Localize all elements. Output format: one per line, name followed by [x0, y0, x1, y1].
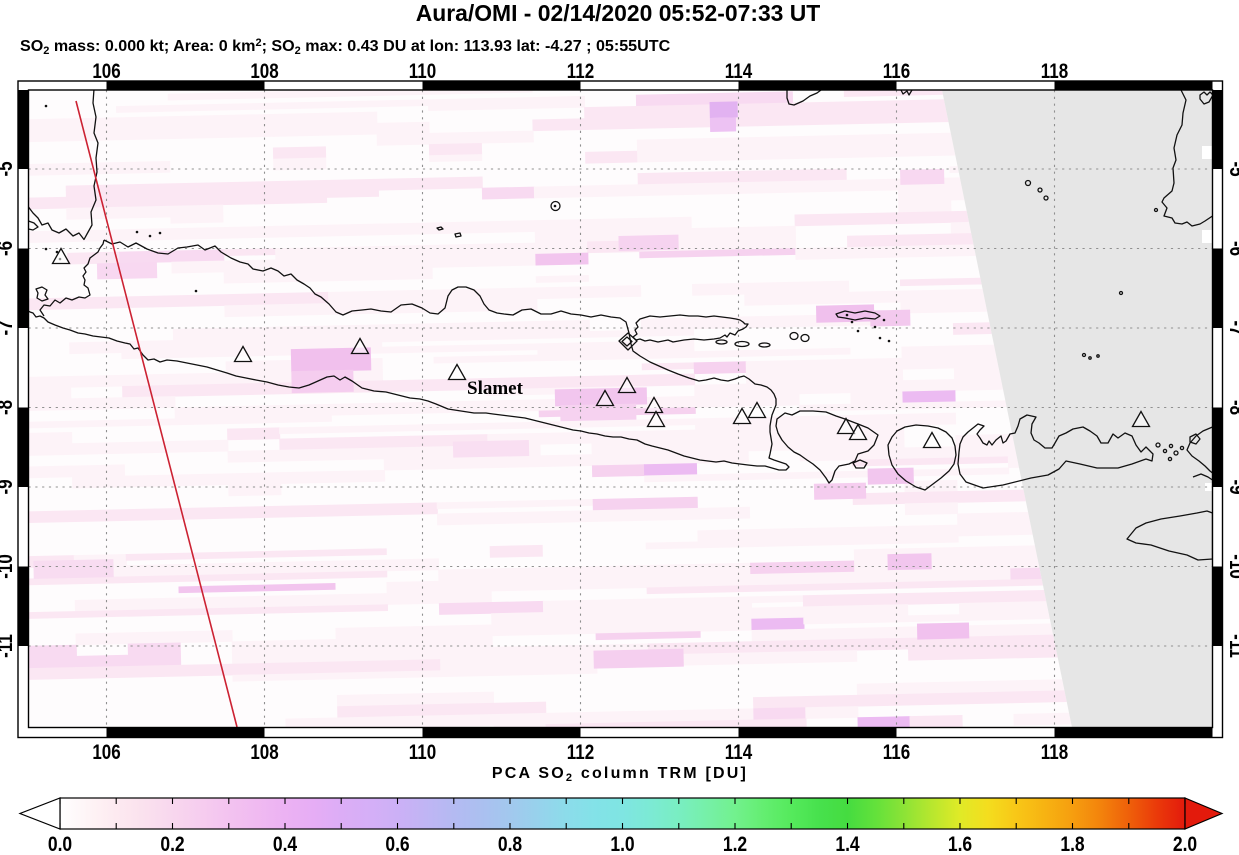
svg-text:-6: -6: [0, 241, 18, 256]
svg-text:114: 114: [725, 60, 753, 83]
svg-text:118: 118: [1041, 60, 1069, 83]
svg-text:-8: -8: [1224, 400, 1239, 415]
svg-text:Aura/OMI - 02/14/2020 05:52-07: Aura/OMI - 02/14/2020 05:52-07:33 UT: [416, 0, 821, 26]
svg-text:-11: -11: [0, 634, 18, 658]
svg-text:PCA SO2 column TRM [DU]: PCA SO2 column TRM [DU]: [492, 765, 748, 784]
svg-text:0.2: 0.2: [160, 832, 184, 855]
svg-text:1.2: 1.2: [723, 832, 747, 855]
svg-text:1.4: 1.4: [835, 832, 859, 855]
svg-text:0.4: 0.4: [273, 832, 297, 855]
svg-text:110: 110: [409, 60, 436, 83]
svg-text:108: 108: [250, 60, 279, 83]
svg-text:110: 110: [409, 741, 436, 764]
svg-text:Slamet: Slamet: [467, 378, 524, 399]
svg-text:-5: -5: [1224, 161, 1239, 176]
svg-text:-9: -9: [0, 479, 18, 494]
svg-text:106: 106: [92, 60, 120, 83]
svg-text:112: 112: [567, 60, 594, 83]
svg-text:112: 112: [567, 741, 594, 764]
svg-text:-10: -10: [1224, 554, 1239, 579]
svg-text:108: 108: [250, 741, 279, 764]
svg-text:-8: -8: [0, 400, 18, 415]
svg-text:-7: -7: [0, 320, 18, 335]
svg-text:-5: -5: [0, 161, 18, 176]
svg-text:106: 106: [92, 741, 120, 764]
svg-text:116: 116: [883, 60, 910, 83]
svg-text:0.0: 0.0: [48, 832, 72, 855]
svg-text:1.8: 1.8: [1060, 832, 1084, 855]
svg-text:118: 118: [1041, 741, 1069, 764]
svg-text:1.0: 1.0: [610, 832, 634, 855]
svg-text:116: 116: [883, 741, 910, 764]
svg-text:0.6: 0.6: [385, 832, 409, 855]
svg-text:-6: -6: [1224, 241, 1239, 256]
svg-text:2.0: 2.0: [1173, 832, 1197, 855]
svg-text:-9: -9: [1224, 479, 1239, 494]
svg-text:0.8: 0.8: [498, 832, 522, 855]
svg-text:-7: -7: [1224, 320, 1239, 335]
svg-text:-11: -11: [1224, 634, 1239, 658]
svg-text:1.6: 1.6: [948, 832, 972, 855]
svg-text:114: 114: [725, 741, 753, 764]
svg-text:SO2 mass: 0.000 kt; Area: 0 km: SO2 mass: 0.000 kt; Area: 0 km2; SO2 max…: [20, 37, 671, 57]
svg-text:-10: -10: [0, 554, 18, 579]
